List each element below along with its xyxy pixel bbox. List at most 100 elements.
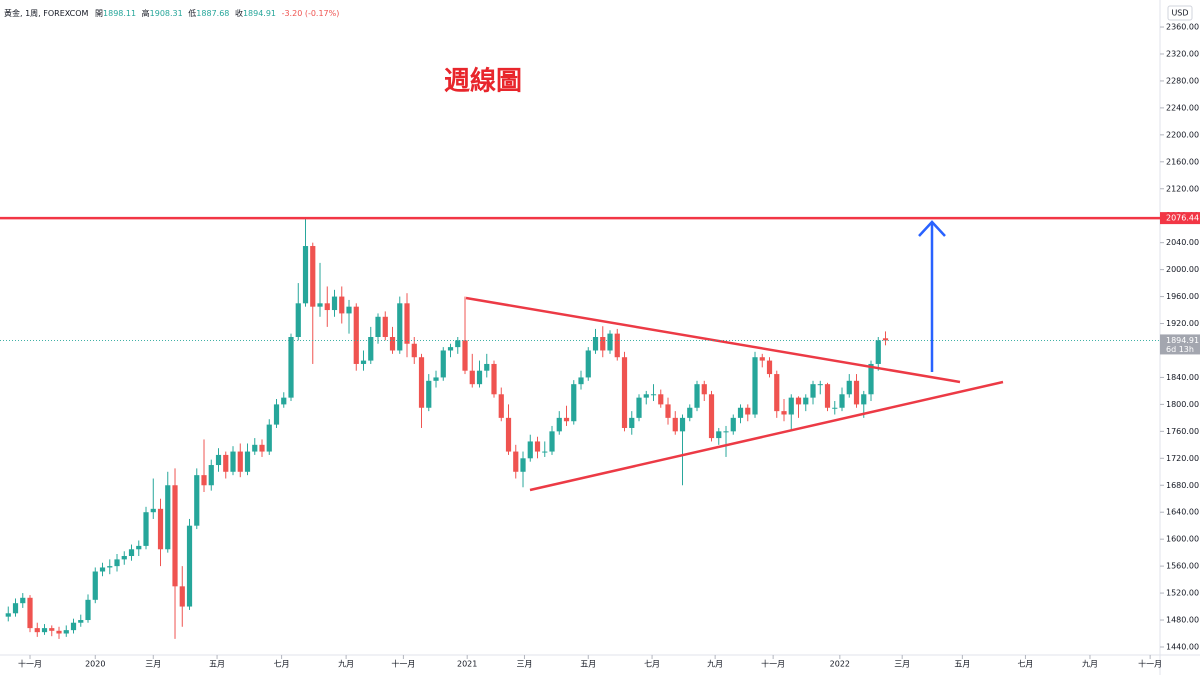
candle-body — [201, 475, 207, 486]
resistance-label: 2076.44 — [1166, 214, 1199, 223]
y-tick-label: 2000.00 — [1166, 265, 1199, 274]
candle-body — [752, 357, 758, 415]
y-tick-label: 1760.00 — [1166, 427, 1199, 436]
candle-body — [426, 380, 432, 408]
candle-body — [614, 333, 620, 358]
candle-body — [730, 417, 736, 432]
x-tick-label: 五月 — [954, 660, 970, 669]
candle-body — [295, 303, 301, 338]
candle-body — [281, 397, 287, 405]
candle-body — [12, 603, 19, 614]
candle-body — [832, 407, 838, 409]
candle-body — [592, 337, 599, 351]
x-tick-label: 十一月 — [18, 659, 42, 669]
y-tick-label: 1480.00 — [1166, 616, 1199, 625]
candle-body — [774, 374, 780, 412]
candle-body — [839, 394, 845, 408]
candle-body — [252, 444, 258, 452]
candle-body — [469, 370, 475, 385]
y-tick-label: 1920.00 — [1166, 319, 1199, 328]
candle-body — [128, 549, 135, 557]
x-tick-label: 2020 — [85, 660, 105, 669]
candle-body — [875, 340, 881, 364]
candle-body — [288, 337, 294, 398]
y-tick-label: 2240.00 — [1166, 103, 1199, 112]
candle-body — [810, 384, 816, 398]
candle-body — [78, 620, 84, 623]
candle-body — [578, 377, 584, 385]
candle-body — [27, 597, 33, 629]
candle-body — [788, 397, 794, 415]
candle-body — [694, 384, 700, 408]
candle-body — [121, 556, 127, 560]
close-value: 1894.91 — [243, 9, 276, 18]
candle-body — [484, 363, 490, 371]
candle-body — [556, 417, 562, 432]
y-tick-label: 1720.00 — [1166, 454, 1199, 463]
candle-body — [41, 628, 48, 633]
currency-box[interactable] — [1167, 5, 1193, 21]
x-tick-label: 三月 — [145, 660, 161, 669]
candle-body — [34, 628, 40, 633]
candle-body — [708, 394, 715, 439]
x-tick-label: 2021 — [457, 660, 477, 669]
candle-body — [49, 628, 55, 631]
candle-body — [745, 407, 751, 415]
candle-body — [491, 363, 497, 395]
candle-body — [433, 377, 439, 381]
candle-body — [360, 360, 367, 364]
candle-body — [650, 394, 657, 396]
chart-title: 週線圖 — [444, 66, 522, 97]
x-tick-label: 九月 — [707, 660, 723, 669]
candle-body — [382, 316, 388, 338]
candle-body — [150, 508, 156, 513]
resistance-tag — [1160, 212, 1200, 225]
candle-body — [549, 431, 555, 452]
high-label: 高 — [142, 8, 150, 18]
currency[interactable]: USD — [1171, 9, 1188, 18]
low-label: 低 — [188, 8, 196, 18]
candle-body — [324, 303, 330, 311]
candle-body — [868, 363, 874, 395]
candle-body — [679, 417, 686, 432]
candle-body — [418, 357, 425, 408]
x-tick-label: 三月 — [516, 660, 532, 669]
candle-body — [230, 451, 236, 472]
trendline-upper — [465, 296, 961, 384]
x-tick-label: 五月 — [209, 660, 225, 669]
candle-body — [795, 397, 802, 405]
candle-body — [498, 394, 504, 418]
y-tick-label: 1680.00 — [1166, 481, 1199, 490]
candle-body — [215, 454, 222, 466]
candle-body — [803, 397, 809, 405]
candle-body — [759, 357, 765, 361]
candle-body — [542, 451, 548, 453]
candle-body — [447, 347, 454, 351]
y-tick-label: 2160.00 — [1166, 157, 1199, 166]
y-tick-label: 1960.00 — [1166, 292, 1199, 301]
candle-body — [223, 454, 229, 472]
open-label: 開 — [95, 9, 103, 18]
candle-body — [208, 465, 214, 486]
close-label: 收 — [235, 8, 243, 18]
candle-body — [701, 384, 707, 395]
candle-body — [404, 303, 410, 344]
y-tick-label: 2120.00 — [1166, 184, 1199, 193]
candle-body — [824, 384, 831, 408]
candle-body — [266, 424, 272, 452]
candle-body — [353, 306, 359, 364]
candle-body — [534, 441, 541, 452]
y-tick-label: 2360.00 — [1166, 23, 1199, 32]
candle-body — [172, 485, 178, 587]
candle-body — [781, 411, 787, 415]
candle-body — [143, 512, 149, 546]
candle-body — [70, 622, 77, 631]
candle-body — [520, 458, 526, 472]
x-tick-label: 2022 — [830, 660, 850, 669]
candle-body — [563, 417, 570, 422]
x-tick-label: 七月 — [274, 660, 290, 669]
candle-body — [527, 441, 533, 459]
candle-body — [513, 451, 519, 472]
